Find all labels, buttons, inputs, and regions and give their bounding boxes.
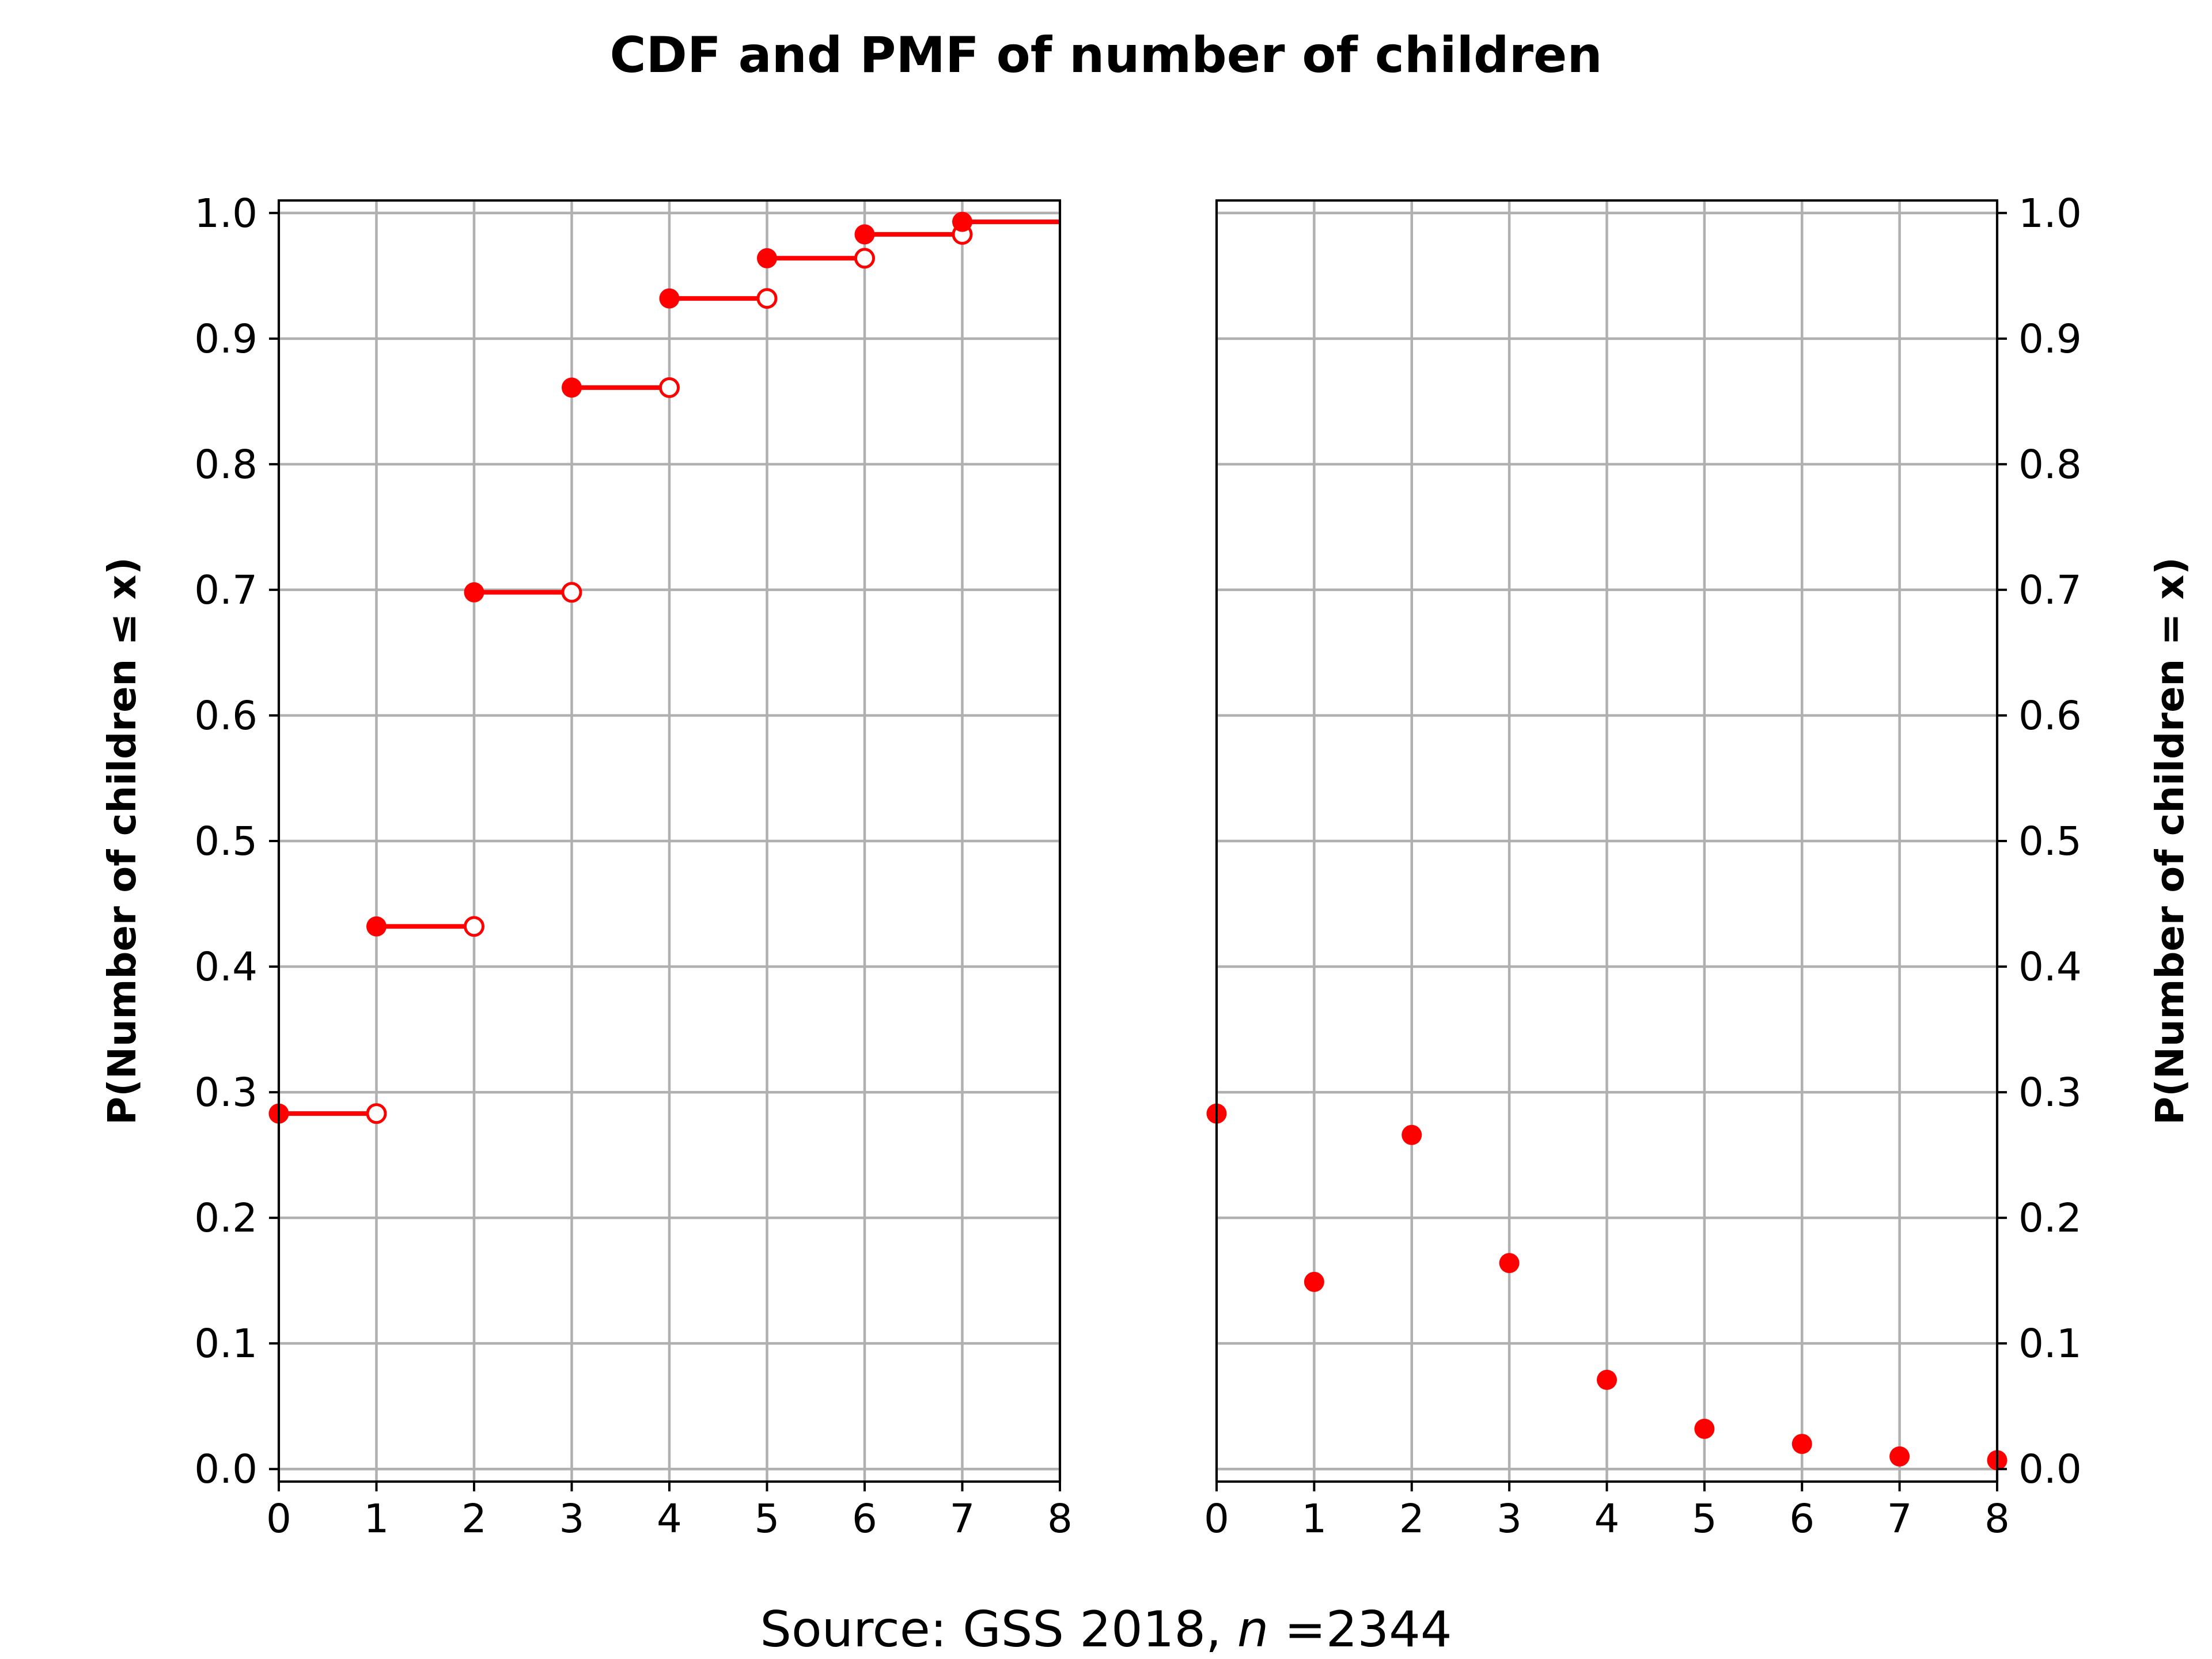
pmf-x-tick-label-4: 4 [1594, 1496, 1620, 1542]
pmf-panel: 0 1 2 3 4 5 6 7 80.0 0.1 0.2 0.3 0.4 0.5 0.6 0.7 0.8 0.9 1… [1204, 191, 2192, 1542]
cdf-y-tick-label-9: 0.9 [194, 316, 257, 362]
cdf-x-tick-label-7: 7 [950, 1496, 975, 1542]
pmf-y-tick-label-3: 0.3 [2018, 1070, 2082, 1116]
pmf-y-tick-label-2: 0.2 [2018, 1195, 2082, 1241]
cdf-y-tick-label-3: 0.3 [194, 1070, 257, 1116]
cdf-x-tick-label-3: 3 [559, 1496, 585, 1542]
pmf-y-tick-label-8: 0.8 [2018, 442, 2082, 488]
pmf-x-tick-label-5: 5 [1692, 1496, 1717, 1542]
cdf-closed-point-2 [464, 582, 484, 603]
pmf-point-7 [1889, 1446, 1910, 1467]
pmf-y-tick-label-5: 0.5 [2018, 819, 2082, 865]
pmf-point-3 [1499, 1253, 1520, 1274]
cdf-closed-point-6 [854, 224, 875, 245]
cdf-y-tick-label-2: 0.2 [194, 1195, 257, 1241]
pmf-x-tick-label-2: 2 [1399, 1496, 1425, 1542]
cdf-x-tick-label-1: 1 [364, 1496, 389, 1542]
cdf-x-tick-label-5: 5 [755, 1496, 780, 1542]
pmf-y-tick-label-7: 0.7 [2018, 567, 2082, 613]
caption-n-value: =2344 [1268, 1601, 1452, 1658]
pmf-point-5 [1694, 1418, 1715, 1439]
pmf-x-tick-label-6: 6 [1789, 1496, 1815, 1542]
pmf-point-1 [1304, 1271, 1324, 1292]
cdf-open-point-1 [464, 916, 484, 937]
pmf-point-4 [1597, 1369, 1617, 1390]
source-caption: Source: GSS 2018, n =2344 [760, 1601, 1452, 1658]
cdf-y-tick-label-8: 0.8 [194, 442, 257, 488]
pmf-x-tick-label-3: 3 [1497, 1496, 1522, 1542]
pmf-x-tick-label-0: 0 [1204, 1496, 1229, 1542]
cdf-y-tick-label-10: 1.0 [194, 191, 257, 237]
cdf-closed-point-3 [562, 377, 582, 398]
cdf-x-tick-label-2: 2 [461, 1496, 487, 1542]
pmf-y-tick-label-0: 0.0 [2018, 1446, 2082, 1493]
cdf-x-tick-label-8: 8 [1047, 1496, 1073, 1542]
pmf-point-2 [1402, 1124, 1422, 1145]
pmf-x-tick-label-7: 7 [1887, 1496, 1912, 1542]
cdf-x-tick-label-0: 0 [266, 1496, 291, 1542]
cdf-y-tick-label-6: 0.6 [194, 693, 257, 739]
pmf-y-axis-label: P(Number of children = x) [2147, 557, 2192, 1125]
cdf-closed-point-1 [366, 916, 387, 937]
cdf-panel: 0 1 2 3 4 5 6 7 8 0.0 0.1 0.2 0.3 0.4 0.5 0.6 0.7 0.8 0.9 1… [100, 191, 1073, 1542]
pmf-y-tick-label-9: 0.9 [2018, 316, 2082, 362]
pmf-x-tick-label-1: 1 [1301, 1496, 1327, 1542]
cdf-closed-point-5 [757, 248, 777, 268]
pmf-x-tick-label-8: 8 [1984, 1496, 2010, 1542]
pmf-y-tick-label-6: 0.6 [2018, 693, 2082, 739]
pmf-y-tick-label-4: 0.4 [2018, 944, 2082, 990]
cdf-y-tick-label-4: 0.4 [194, 944, 257, 990]
chart-title: CDF and PMF of number of children [609, 26, 1602, 84]
cdf-closed-point-7 [952, 211, 972, 232]
pmf-y-tick-label-10: 1.0 [2018, 191, 2082, 237]
cdf-y-axis-label: P(Number of children ≤ x) [100, 557, 145, 1125]
cdf-y-tick-label-1: 0.1 [194, 1321, 257, 1367]
cdf-open-point-0 [366, 1103, 387, 1124]
cdf-open-point-3 [659, 377, 680, 398]
cdf-x-tick-label-6: 6 [852, 1496, 877, 1542]
cdf-open-point-4 [756, 288, 778, 309]
cdf-y-tick-label-5: 0.5 [194, 819, 257, 865]
caption-prefix: Source: GSS 2018, [760, 1601, 1237, 1658]
pmf-point-6 [1791, 1434, 1812, 1455]
cdf-open-point-5 [854, 248, 875, 269]
caption-n-symbol: n [1237, 1601, 1269, 1658]
cdf-open-point-2 [561, 582, 582, 603]
cdf-closed-point-4 [659, 288, 680, 309]
cdf-y-tick-label-0: 0.0 [194, 1446, 257, 1493]
pmf-y-tick-label-1: 0.1 [2018, 1321, 2082, 1367]
cdf-x-tick-label-4: 4 [657, 1496, 682, 1542]
cdf-y-tick-label-7: 0.7 [194, 567, 257, 613]
